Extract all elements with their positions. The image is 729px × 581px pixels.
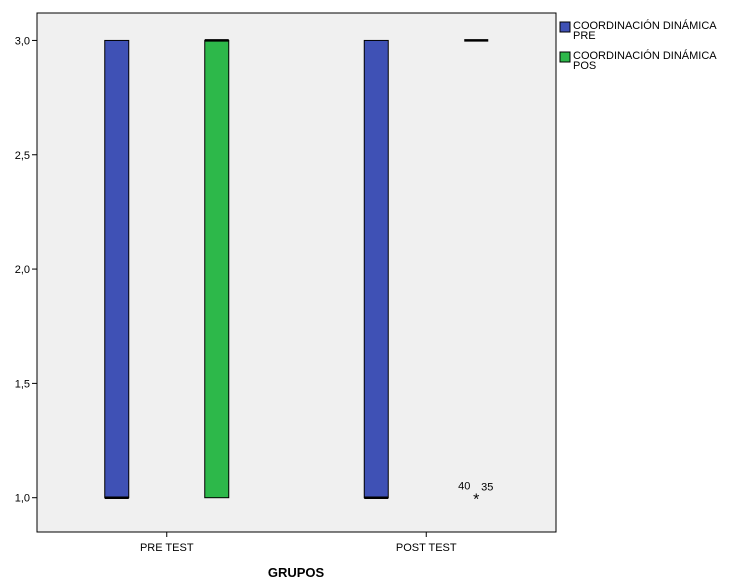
x-axis: PRE TEST POST TEST	[140, 532, 457, 554]
outlier-label: 35	[481, 482, 493, 494]
box	[104, 39, 130, 499]
box	[204, 39, 230, 499]
box	[363, 39, 389, 499]
legend-swatch	[559, 21, 571, 33]
box-group	[104, 39, 489, 499]
y-tick-label: 1,0	[15, 493, 30, 505]
y-tick-label: 2,0	[15, 264, 30, 276]
x-axis-title: GRUPOS	[268, 565, 325, 580]
legend: COORDINACIÓN DINÁMICA PRE COORDINACIÓN DIN…	[559, 19, 717, 72]
y-axis: 1,0 1,5 2,0 2,5 3,0	[15, 35, 37, 505]
x-tick-label: PRE TEST	[140, 542, 194, 554]
y-tick-label: 1,5	[15, 378, 30, 390]
legend-swatch	[559, 51, 571, 63]
outlier-group: *40 35	[458, 481, 493, 509]
y-tick-label: 3,0	[15, 35, 30, 47]
legend-label: COORDINACIÓN DINÁMICA POS	[573, 49, 717, 72]
outlier-marker: *	[473, 492, 479, 509]
legend-label: COORDINACIÓN DINÁMICA PRE	[573, 19, 717, 42]
outlier-label: 40	[458, 481, 470, 493]
y-tick-label: 2,5	[15, 150, 30, 162]
x-tick-label: POST TEST	[396, 542, 457, 554]
